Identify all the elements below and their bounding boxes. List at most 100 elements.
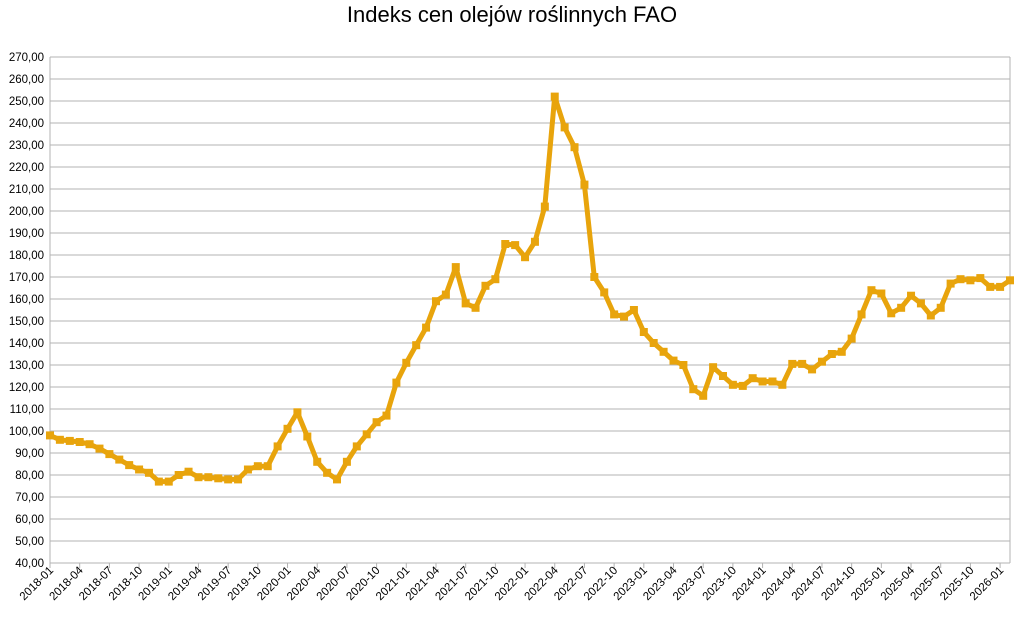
data-point: [323, 468, 332, 477]
data-point: [986, 282, 995, 291]
data-point: [184, 467, 193, 476]
data-point: [610, 310, 619, 319]
data-point: [669, 356, 678, 365]
data-point: [65, 436, 74, 445]
data-point: [293, 408, 302, 417]
data-point: [451, 263, 460, 272]
data-point: [629, 306, 638, 314]
data-point: [649, 339, 658, 347]
data-point: [570, 143, 579, 152]
data-point: [372, 418, 381, 427]
y-tick-label: 260,00: [9, 74, 44, 86]
y-tick-label: 60,00: [15, 514, 44, 526]
data-point: [837, 347, 846, 356]
series-layer: [46, 92, 1014, 486]
data-point: [362, 430, 371, 439]
data-point: [996, 282, 1005, 291]
y-axis: 40,00 50,00 60,00 70,00 80,00 90,00 100,00 110,…: [9, 52, 44, 570]
data-point: [352, 442, 361, 451]
data-point: [154, 477, 163, 486]
data-point: [916, 299, 925, 308]
y-tick-label: 270,00: [9, 52, 44, 64]
data-point: [511, 241, 520, 250]
data-point: [85, 440, 94, 449]
data-point: [234, 475, 243, 484]
data-point: [313, 457, 322, 466]
y-tick-label: 220,00: [9, 162, 44, 174]
y-tick-label: 100,00: [9, 426, 44, 438]
data-point: [402, 358, 411, 367]
data-point: [253, 462, 262, 471]
data-point: [422, 323, 431, 332]
data-point: [481, 281, 490, 290]
y-tick-label: 120,00: [9, 382, 44, 394]
data-point: [1006, 276, 1014, 285]
y-tick-label: 150,00: [9, 316, 44, 328]
data-point: [946, 279, 955, 288]
data-point: [194, 473, 203, 482]
data-point: [560, 123, 569, 132]
data-point: [748, 374, 757, 383]
data-point: [867, 286, 876, 295]
data-point: [689, 385, 698, 394]
data-point: [382, 411, 391, 420]
y-tick-label: 180,00: [9, 250, 44, 262]
y-tick-label: 70,00: [15, 492, 44, 504]
y-tick-label: 190,00: [9, 228, 44, 240]
data-point: [55, 435, 64, 444]
y-tick-label: 80,00: [15, 470, 44, 482]
data-point: [164, 477, 173, 486]
data-point: [115, 455, 124, 464]
y-tick-label: 40,00: [15, 558, 44, 570]
data-point: [273, 442, 282, 451]
data-point: [620, 312, 629, 321]
y-tick-label: 140,00: [9, 338, 44, 350]
data-point: [431, 297, 440, 306]
data-point: [887, 309, 896, 318]
y-tick-label: 170,00: [9, 272, 44, 284]
data-point: [550, 92, 559, 101]
data-point: [798, 359, 807, 368]
data-point: [392, 378, 401, 387]
data-point: [144, 468, 153, 477]
data-point: [342, 457, 351, 466]
data-point: [758, 377, 767, 386]
y-tick-label: 230,00: [9, 140, 44, 152]
data-point: [491, 275, 500, 284]
data-point: [412, 341, 421, 350]
data-point: [75, 438, 84, 446]
y-tick-label: 50,00: [15, 536, 44, 548]
y-tick-label: 210,00: [9, 184, 44, 196]
data-point: [827, 350, 836, 358]
data-point: [847, 334, 856, 343]
data-point: [659, 347, 668, 356]
data-point: [788, 359, 797, 368]
data-point: [600, 288, 609, 297]
data-point: [224, 475, 233, 484]
data-point: [926, 311, 935, 320]
data-point: [580, 180, 589, 189]
data-point: [46, 431, 54, 440]
y-tick-label: 90,00: [15, 448, 44, 460]
data-point: [303, 432, 312, 441]
y-tick-label: 200,00: [9, 206, 44, 218]
data-point: [441, 290, 450, 299]
data-point: [501, 240, 510, 248]
data-point: [461, 299, 470, 308]
data-point: [679, 361, 688, 369]
series-line: [47, 94, 1013, 485]
data-point: [956, 275, 965, 284]
chart-title: Indeks cen olejów roślinnych FAO: [346, 2, 678, 27]
data-point: [174, 471, 183, 479]
data-point: [768, 377, 777, 386]
data-point: [709, 363, 718, 372]
data-point: [897, 303, 906, 312]
data-point: [718, 372, 727, 380]
data-point: [105, 450, 114, 459]
y-tick-label: 110,00: [10, 404, 44, 416]
data-point: [976, 274, 985, 283]
data-point: [817, 357, 826, 366]
data-point: [738, 381, 747, 390]
data-point: [214, 474, 223, 483]
